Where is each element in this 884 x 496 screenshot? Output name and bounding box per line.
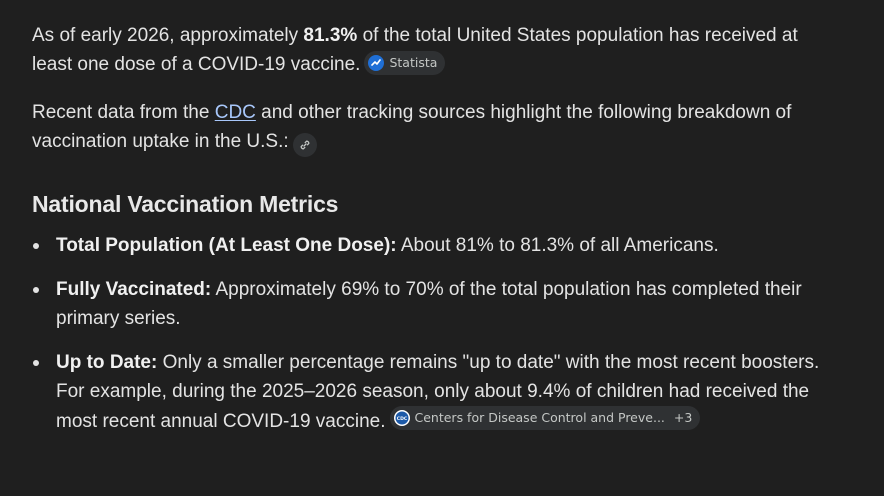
recent-text-start: Recent data from the [32, 102, 215, 123]
cdc-icon: CDC [393, 410, 410, 426]
metric-label: Up to Date: [56, 352, 158, 373]
recent-text-end: and other tracking sources highlight the… [32, 102, 792, 152]
metric-label: Fully Vaccinated: [56, 279, 212, 300]
cdc-link[interactable]: CDC [214, 102, 256, 123]
more-sources-count: +3 [673, 410, 693, 425]
source-chip-label: Centers for Disease Control and Preve... [414, 410, 665, 425]
metric-text: Only a smaller percentage remains "up to… [56, 352, 820, 432]
source-chip-statista[interactable]: Statista [364, 51, 446, 75]
bullet [33, 243, 39, 249]
metric-text: Approximately 69% to 70% of the total po… [56, 279, 802, 329]
bullet [33, 287, 39, 293]
source-chip-cdc[interactable]: CDC Centers for Disease Control and Preve… [389, 406, 701, 430]
link-icon [300, 140, 310, 150]
list-item: Up to Date: Only a smaller percentage re… [32, 348, 836, 436]
intro-highlight: 81.3% [303, 25, 358, 46]
intro-paragraph: As of early 2026, approximately 81.3% of… [32, 21, 832, 79]
intro-text-end: of the total United States population ha… [32, 25, 798, 75]
intro-text-start: As of early 2026, approximately [32, 25, 304, 46]
section-heading: National Vaccination Metrics [32, 191, 339, 217]
bullet [33, 360, 39, 366]
list-item: Fully Vaccinated: Approximately 69% to 7… [32, 275, 836, 333]
link-chip[interactable] [292, 133, 317, 157]
svg-text:CDC: CDC [396, 416, 407, 422]
metric-text: About 81% to 81.3% of all Americans. [396, 235, 719, 256]
source-chip-label: Statista [389, 55, 438, 70]
recent-paragraph: Recent data from the CDC and other track… [32, 98, 832, 157]
list-item: Total Population (At Least One Dose): Ab… [32, 231, 836, 260]
statista-icon [368, 55, 385, 71]
response-content: As of early 2026, approximately 81.3% of… [32, 21, 832, 451]
metrics-list: Total Population (At Least One Dose): Ab… [32, 231, 832, 436]
metric-label: Total Population (At Least One Dose): [56, 235, 397, 256]
